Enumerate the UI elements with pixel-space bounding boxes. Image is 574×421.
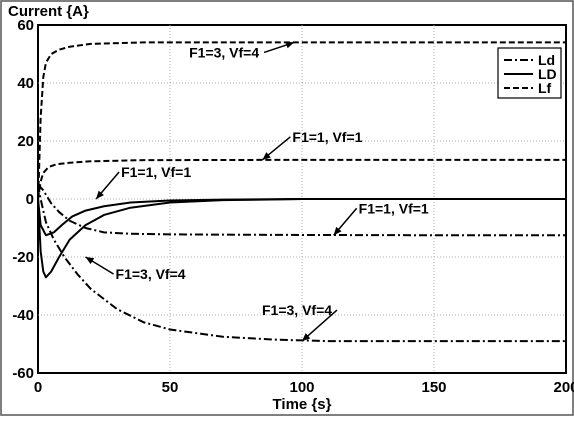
annotation-arrows [85,41,358,342]
x-tick-label: 100 [289,379,314,396]
x-axis-title: Time {s} [273,396,332,413]
x-tick-label: 50 [162,379,179,396]
annotation-arrowhead [262,152,271,160]
x-tick-label: 200 [553,379,574,396]
series-line-lf [37,41,566,205]
annotation-label: F1=1, Vf=1 [359,200,429,216]
legend: Ld LD Lf [497,47,562,99]
y-tick-label: 0 [26,191,34,208]
y-tick-label: 60 [17,17,34,34]
y-axis-title: Current {A} [8,3,89,20]
x-tick-label: 150 [421,379,446,396]
legend-label-lD: LD [538,66,557,82]
x-tick-label: 0 [34,379,42,396]
y-tick-label: -60 [12,365,34,382]
y-tick-label: 40 [17,75,34,92]
annotation-arrowhead [85,257,95,265]
annotation-label: F1=1, Vf=1 [121,164,191,180]
series-line-ld [37,198,566,279]
series-line-lf [37,158,566,200]
annotation-arrowhead [302,333,311,342]
annotation-label: F1=3, Vf=4 [262,302,332,318]
annotations: F1=3, Vf=4 F1=1, Vf=1 F1=1, Vf=1 F1=3, Vf=4… [116,44,429,318]
tick-labels: 0501001502006040200-20-40-60 [12,17,574,396]
grid [38,25,566,373]
annotation-arrowhead [333,226,342,236]
series-line-ld [37,184,566,343]
series-line-ld [37,183,566,237]
legend-label-ld: Ld [538,52,555,68]
y-tick-label: 20 [17,133,34,150]
annotation-label: F1=3, Vf=4 [116,266,186,282]
annotation-label: F1=3, Vf=4 [189,44,259,60]
annotation-label: F1=1, Vf=1 [292,129,362,145]
annotation-arrowhead [96,190,104,199]
y-tick-label: -40 [12,307,34,324]
series-layer [37,41,566,343]
legend-label-lf: Lf [538,80,552,96]
y-tick-label: -20 [12,249,34,266]
annotation-arrowhead [285,41,295,49]
